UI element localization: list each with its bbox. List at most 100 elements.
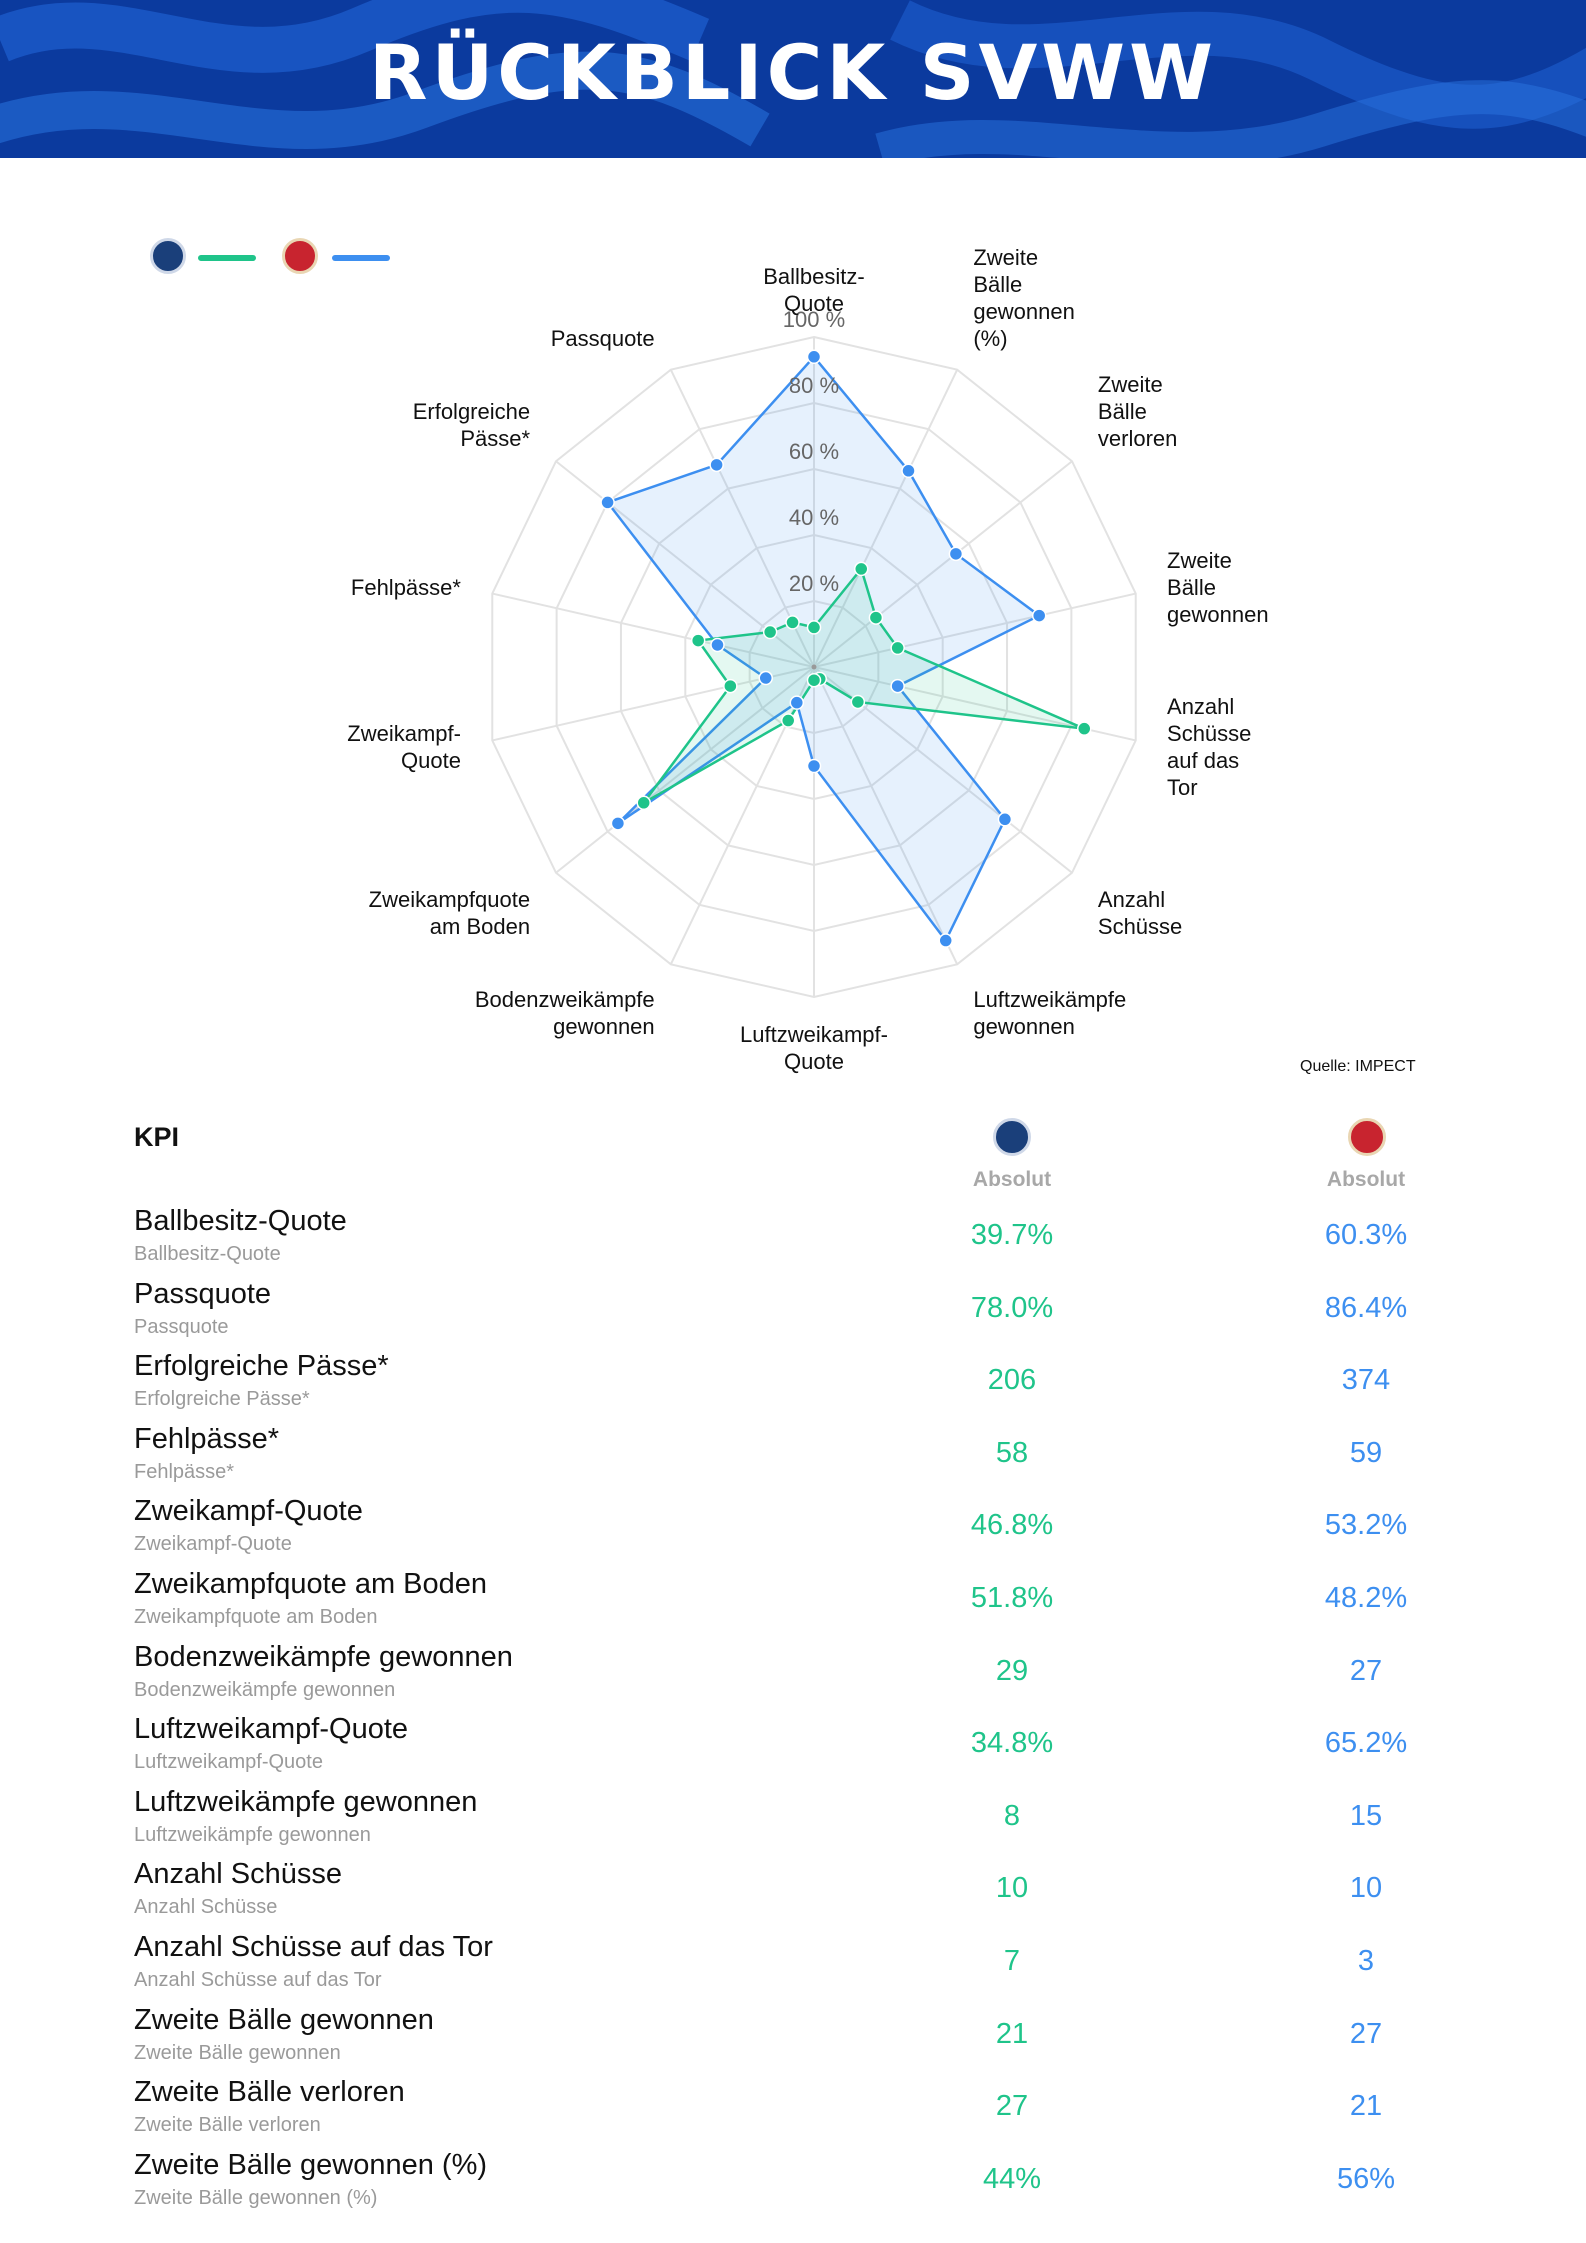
radar-point-series-2 [600,495,615,510]
kpi-sublabel: Luftzweikampf-Quote [134,1751,323,1774]
radar-point-series-2 [997,812,1013,827]
table-row: Anzahl Schüsse auf das Tor Anzahl Schüsse… [0,1931,1586,2003]
radar-spoke [813,460,1073,668]
radar-spoke [813,592,1136,668]
sv-wehen-wiesbaden-crest-icon [1348,1118,1386,1156]
radar-axis-label: Fehlpässe* [350,574,461,600]
kpi-label: Ballbesitz-Quote [134,1205,347,1237]
radar-point-series-1 [762,624,778,640]
table-row: Luftzweikampf-Quote Luftzweikampf-Quote 34… [0,1713,1586,1785]
team1-value: 46.8% [970,1509,1054,1542]
team1-value: 8 [1003,1799,1021,1832]
team1-value: 51.8% [970,1582,1054,1614]
table-row: Erfolgreiche Pässe* Erfolgreiche Pässe* 20… [0,1350,1586,1422]
radar-tick-label: 20 % [789,571,839,596]
radar-spoke [492,592,815,668]
kpi-sublabel: Zweikampf-Quote [134,1533,292,1556]
radar-point-series-2 [948,546,964,562]
kpi-sublabel: Fehlpässe* [134,1460,235,1483]
source-note: Quelle: IMPECT [1300,1058,1416,1075]
team2-value: 27 [1349,1654,1383,1687]
team2-value: 15 [1349,1799,1383,1832]
kpi-label: Erfolgreiche Pässe* [134,1350,389,1383]
table-row: Luftzweikämpfe gewonnen Luftzweikämpfe ge… [0,1786,1586,1858]
radar-axis-label: Bodenzweikämpfe gewonnen [474,986,655,1039]
table-row: Bodenzweikämpfe gewonnen Bodenzweikämpfe … [0,1641,1586,1713]
legend-line-team2 [332,255,390,261]
kpi-sublabel: Zweite Bälle gewonnen [134,2041,341,2064]
radar-point-series-1 [850,694,866,710]
legend-line-team1 [198,255,256,261]
radar-center-dot [811,664,817,670]
table-row: Fehlpässe* Fehlpässe* 58 59 [0,1423,1586,1495]
radar-point-series-2 [806,758,822,774]
radar-axis-label: Zweite Bälle verloren [1097,371,1178,451]
team2-value: 3 [1357,1945,1375,1977]
radar-axis-label: Zweikampf- Quote [347,720,461,773]
radar-tick-label: 40 % [789,505,839,530]
radar-axis-label: Luftzweikämpfe gewonnen [973,986,1127,1039]
radar-point-series-2 [709,457,724,473]
radar-point-series-1 [806,620,822,635]
team1-value: 206 [987,1364,1037,1397]
radar-point-series-2 [758,670,773,686]
kpi-label: Zweikampfquote am Boden [134,1568,488,1600]
team1-value: 27 [995,2090,1029,2123]
table-row: Ballbesitz-Quote Ballbesitz-Quote 39.7% 60.… [0,1205,1586,1277]
team2-value: 53.2% [1324,1509,1408,1542]
team1-value: 44% [982,2162,1042,2195]
radar-spoke [555,666,815,874]
col1-header: Absolut [972,1168,1052,1191]
radar-point-series-2 [610,816,626,831]
kpi-label: Anzahl Schüsse [134,1858,342,1891]
team2-value: 60.3% [1324,1219,1408,1251]
kpi-label: Fehlpässe* [134,1422,280,1455]
kpi-label: Zweite Bälle gewonnen (%) [134,2148,488,2181]
kpi-sublabel: Zweite Bälle verloren [134,2114,321,2137]
team2-value: 27 [1349,2017,1383,2050]
team1-value: 39.7% [970,1219,1054,1251]
radar-axis-label: Zweite Bälle gewonnen [1167,547,1269,627]
msv-duisburg-crest-icon [150,238,186,274]
kpi-sublabel: Anzahl Schüsse auf das Tor [134,1969,382,1991]
kpi-sublabel: Ballbesitz-Quote [134,1243,281,1265]
radar-tick-label: 100 % [783,307,845,332]
team2-value: 48.2% [1324,1582,1408,1614]
radar-axis-label: Anzahl Schüsse [1097,887,1183,940]
radar-point-series-1 [806,672,822,688]
radar-point-series-2 [710,637,725,653]
radar-tick-label: 60 % [789,439,839,464]
radar-point-series-1 [868,610,884,625]
team1-value: 34.8% [970,1727,1054,1760]
radar-axis-label: Passquote [550,326,655,352]
team1-value: 21 [995,2017,1029,2050]
table-row: Anzahl Schüsse Anzahl Schüsse 10 10 [0,1858,1586,1930]
team2-value: 65.2% [1324,1727,1408,1760]
kpi-label: Anzahl Schüsse auf das Tor [134,1931,493,1963]
radar-axis-label: Zweite Bälle gewonnen (%) [973,245,1075,352]
radar-chart-svg: 20 % 40 % 60 % 80 % 100 % [491,307,1137,999]
team1-value: 58 [995,1436,1029,1469]
kpi-sublabel: Passquote [134,1315,229,1338]
table-row: Zweite Bälle verloren Zweite Bälle verlor… [0,2076,1586,2148]
header-banner: RÜCKBLICK SVWW [0,0,1586,158]
kpi-heading: KPI [134,1122,180,1152]
sv-wehen-wiesbaden-crest-icon [282,238,318,274]
kpi-label: Zweite Bälle gewonnen [134,2003,434,2036]
radar-point-series-1 [780,713,796,728]
team1-value: 29 [995,1654,1029,1687]
radar-point-series-2 [890,678,905,694]
radar-axis-label: Anzahl Schüsse auf das Tor [1167,693,1252,800]
kpi-label: Luftzweikämpfe gewonnen [134,1785,478,1818]
radar-point-series-1 [690,633,706,648]
table-row: Passquote Passquote 78.0% 86.4% [0,1278,1586,1350]
team1-value: 7 [1003,1945,1021,1977]
radar-axis-label: Erfolgreiche Pässe* [412,398,531,451]
radar-axis-label: Ballbesitz- Quote [763,264,865,316]
kpi-sublabel: Zweikampfquote am Boden [134,1606,378,1628]
kpi-label: Bodenzweikämpfe gewonnen [134,1640,513,1673]
kpi-sublabel: Luftzweikämpfe gewonnen [134,1823,371,1846]
radar-tick-label: 80 % [789,373,839,398]
radar-chart: 20 % 40 % 60 % 80 % 100 % Ballbesitz- Quote Z… [0,158,1586,1098]
radar-point-series-1 [636,795,651,811]
